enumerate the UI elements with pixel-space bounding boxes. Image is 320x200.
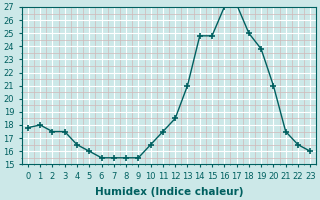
X-axis label: Humidex (Indice chaleur): Humidex (Indice chaleur) [95, 187, 243, 197]
